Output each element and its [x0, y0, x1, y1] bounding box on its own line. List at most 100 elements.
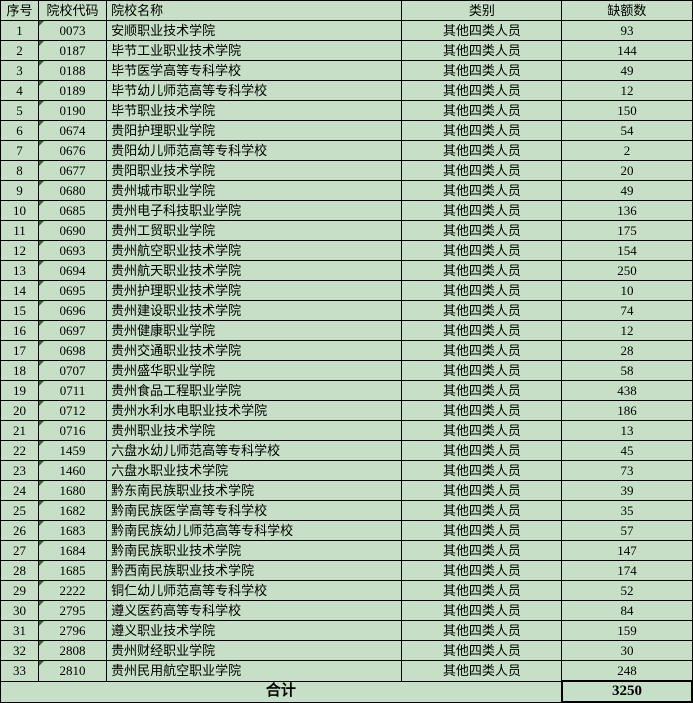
cell-code: 0695 [39, 281, 107, 301]
cell-code: 2222 [39, 581, 107, 601]
header-name: 院校名称 [107, 1, 402, 21]
cell-name: 贵州交通职业技术学院 [107, 341, 402, 361]
table-row: 40189毕节幼儿师范高等专科学校其他四类人员12 [1, 81, 693, 101]
cell-seq: 15 [1, 301, 39, 321]
cell-vacancy: 174 [562, 561, 692, 581]
cell-vacancy: 175 [562, 221, 692, 241]
cell-seq: 14 [1, 281, 39, 301]
cell-name: 贵州食品工程职业学院 [107, 381, 402, 401]
cell-category: 其他四类人员 [402, 21, 562, 41]
cell-vacancy: 186 [562, 401, 692, 421]
table-row: 20187毕节工业职业技术学院其他四类人员144 [1, 41, 693, 61]
cell-category: 其他四类人员 [402, 81, 562, 101]
cell-seq: 18 [1, 361, 39, 381]
cell-name: 黔西南民族职业技术学院 [107, 561, 402, 581]
cell-code: 0707 [39, 361, 107, 381]
cell-code: 2808 [39, 641, 107, 661]
cell-category: 其他四类人员 [402, 441, 562, 461]
table-row: 241680黔东南民族职业技术学院其他四类人员39 [1, 481, 693, 501]
cell-code: 0697 [39, 321, 107, 341]
header-seq: 序号 [1, 1, 39, 21]
cell-category: 其他四类人员 [402, 201, 562, 221]
cell-seq: 23 [1, 461, 39, 481]
cell-code: 2810 [39, 661, 107, 682]
cell-seq: 33 [1, 661, 39, 682]
cell-vacancy: 13 [562, 421, 692, 441]
table-row: 231460六盘水职业技术学院其他四类人员73 [1, 461, 693, 481]
cell-vacancy: 12 [562, 81, 692, 101]
cell-seq: 10 [1, 201, 39, 221]
cell-name: 贵州工贸职业学院 [107, 221, 402, 241]
cell-category: 其他四类人员 [402, 481, 562, 501]
cell-seq: 6 [1, 121, 39, 141]
table-row: 261683黔南民族幼儿师范高等专科学校其他四类人员57 [1, 521, 693, 541]
cell-code: 0680 [39, 181, 107, 201]
cell-code: 0690 [39, 221, 107, 241]
cell-category: 其他四类人员 [402, 281, 562, 301]
cell-code: 0187 [39, 41, 107, 61]
table-row: 90680贵州城市职业学院其他四类人员49 [1, 181, 693, 201]
cell-seq: 17 [1, 341, 39, 361]
cell-name: 贵州职业技术学院 [107, 421, 402, 441]
cell-category: 其他四类人员 [402, 361, 562, 381]
cell-vacancy: 49 [562, 61, 692, 81]
cell-vacancy: 438 [562, 381, 692, 401]
cell-seq: 5 [1, 101, 39, 121]
cell-seq: 2 [1, 41, 39, 61]
cell-name: 贵阳幼儿师范高等专科学校 [107, 141, 402, 161]
cell-name: 贵州财经职业学院 [107, 641, 402, 661]
cell-name: 贵州电子科技职业学院 [107, 201, 402, 221]
cell-category: 其他四类人员 [402, 61, 562, 81]
cell-seq: 21 [1, 421, 39, 441]
cell-seq: 28 [1, 561, 39, 581]
cell-name: 贵州航天职业技术学院 [107, 261, 402, 281]
cell-category: 其他四类人员 [402, 541, 562, 561]
cell-category: 其他四类人员 [402, 561, 562, 581]
cell-code: 0073 [39, 21, 107, 41]
table-row: 160697贵州健康职业学院其他四类人员12 [1, 321, 693, 341]
cell-name: 黔南民族幼儿师范高等专科学校 [107, 521, 402, 541]
cell-name: 贵州城市职业学院 [107, 181, 402, 201]
table-row: 100685贵州电子科技职业学院其他四类人员136 [1, 201, 693, 221]
cell-category: 其他四类人员 [402, 461, 562, 481]
cell-seq: 32 [1, 641, 39, 661]
cell-category: 其他四类人员 [402, 241, 562, 261]
cell-vacancy: 74 [562, 301, 692, 321]
cell-name: 安顺职业技术学院 [107, 21, 402, 41]
cell-category: 其他四类人员 [402, 401, 562, 421]
cell-vacancy: 144 [562, 41, 692, 61]
cell-code: 0674 [39, 121, 107, 141]
cell-category: 其他四类人员 [402, 161, 562, 181]
cell-vacancy: 248 [562, 661, 692, 682]
cell-code: 0716 [39, 421, 107, 441]
cell-category: 其他四类人员 [402, 421, 562, 441]
cell-vacancy: 12 [562, 321, 692, 341]
cell-category: 其他四类人员 [402, 601, 562, 621]
cell-vacancy: 73 [562, 461, 692, 481]
cell-vacancy: 159 [562, 621, 692, 641]
cell-category: 其他四类人员 [402, 121, 562, 141]
cell-vacancy: 136 [562, 201, 692, 221]
total-label: 合计 [1, 681, 562, 702]
cell-code: 2796 [39, 621, 107, 641]
cell-category: 其他四类人员 [402, 301, 562, 321]
cell-seq: 20 [1, 401, 39, 421]
cell-name: 黔南民族医学高等专科学校 [107, 501, 402, 521]
cell-seq: 8 [1, 161, 39, 181]
cell-category: 其他四类人员 [402, 261, 562, 281]
cell-category: 其他四类人员 [402, 41, 562, 61]
table-row: 60674贵阳护理职业学院其他四类人员54 [1, 121, 693, 141]
cell-vacancy: 150 [562, 101, 692, 121]
table-row: 130694贵州航天职业技术学院其他四类人员250 [1, 261, 693, 281]
cell-code: 1682 [39, 501, 107, 521]
cell-code: 1685 [39, 561, 107, 581]
cell-name: 贵州建设职业技术学院 [107, 301, 402, 321]
table-row: 150696贵州建设职业技术学院其他四类人员74 [1, 301, 693, 321]
table-row: 292222铜仁幼儿师范高等专科学校其他四类人员52 [1, 581, 693, 601]
cell-vacancy: 154 [562, 241, 692, 261]
table-row: 312796遵义职业技术学院其他四类人员159 [1, 621, 693, 641]
cell-name: 贵州盛华职业学院 [107, 361, 402, 381]
cell-code: 0712 [39, 401, 107, 421]
cell-seq: 19 [1, 381, 39, 401]
table-row: 170698贵州交通职业技术学院其他四类人员28 [1, 341, 693, 361]
